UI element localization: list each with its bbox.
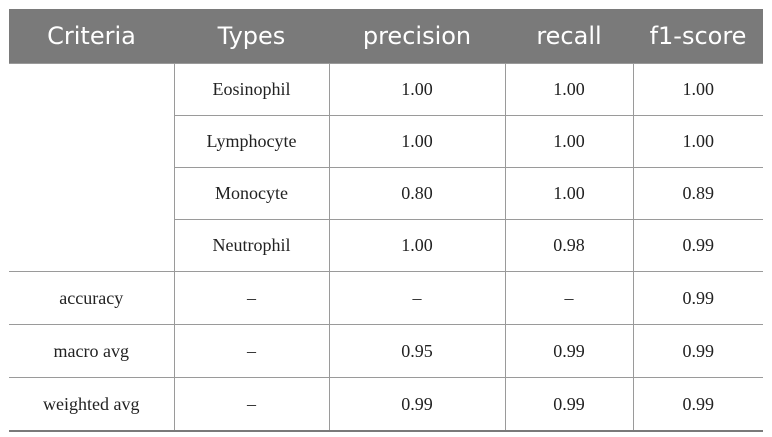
recall-cell: – bbox=[504, 271, 634, 325]
f1-score-cell: 0.89 bbox=[632, 167, 763, 220]
precision-cell: – bbox=[328, 271, 506, 325]
type-cell: Monocyte bbox=[173, 167, 330, 220]
precision-cell: 0.95 bbox=[328, 324, 506, 378]
table-row: Lymphocyte 1.00 1.00 1.00 bbox=[9, 115, 763, 168]
criteria-cell: accuracy bbox=[9, 271, 175, 325]
table-row: weighted avg – 0.99 0.99 0.99 bbox=[9, 377, 763, 432]
type-cell: – bbox=[173, 271, 330, 325]
type-cell: Neutrophil bbox=[173, 219, 330, 272]
table-body: Eosinophil 1.00 1.00 1.00 Lymphocyte 1.0… bbox=[9, 63, 763, 432]
type-cell: Eosinophil bbox=[173, 63, 330, 116]
criteria-cell: weighted avg bbox=[9, 377, 175, 432]
recall-cell: 1.00 bbox=[504, 167, 634, 220]
precision-cell: 1.00 bbox=[328, 63, 506, 116]
type-cell: Lymphocyte bbox=[173, 115, 330, 168]
recall-cell: 0.99 bbox=[504, 324, 634, 378]
header-criteria: Criteria bbox=[9, 9, 174, 64]
recall-cell: 0.98 bbox=[504, 219, 634, 272]
f1-score-cell: 1.00 bbox=[632, 115, 763, 168]
classification-report-table-container: Criteria Types precision recall f1-score… bbox=[9, 9, 763, 432]
f1-score-cell: 0.99 bbox=[632, 219, 763, 272]
recall-cell: 0.99 bbox=[504, 377, 634, 432]
header-f1-score: f1-score bbox=[633, 9, 763, 64]
classification-report-table: Criteria Types precision recall f1-score… bbox=[9, 9, 763, 432]
type-cell: – bbox=[173, 324, 330, 378]
criteria-cell-types-group bbox=[9, 63, 175, 272]
recall-cell: 1.00 bbox=[504, 63, 634, 116]
precision-cell: 0.99 bbox=[328, 377, 506, 432]
f1-score-cell: 0.99 bbox=[632, 271, 763, 325]
type-cell: – bbox=[173, 377, 330, 432]
f1-score-cell: 0.99 bbox=[632, 377, 763, 432]
table-row: Eosinophil 1.00 1.00 1.00 bbox=[9, 63, 763, 272]
table-row: macro avg – 0.95 0.99 0.99 bbox=[9, 324, 763, 378]
f1-score-cell: 1.00 bbox=[632, 63, 763, 116]
precision-cell: 0.80 bbox=[328, 167, 506, 220]
f1-score-cell: 0.99 bbox=[632, 324, 763, 378]
criteria-cell: macro avg bbox=[9, 324, 175, 378]
header-precision: precision bbox=[329, 9, 505, 64]
precision-cell: 1.00 bbox=[328, 219, 506, 272]
header-recall: recall bbox=[505, 9, 633, 64]
header-row: Criteria Types precision recall f1-score bbox=[9, 9, 763, 64]
table-header: Criteria Types precision recall f1-score bbox=[9, 9, 763, 64]
precision-cell: 1.00 bbox=[328, 115, 506, 168]
header-types: Types bbox=[174, 9, 329, 64]
recall-cell: 1.00 bbox=[504, 115, 634, 168]
table-row: accuracy – – – 0.99 bbox=[9, 271, 763, 325]
